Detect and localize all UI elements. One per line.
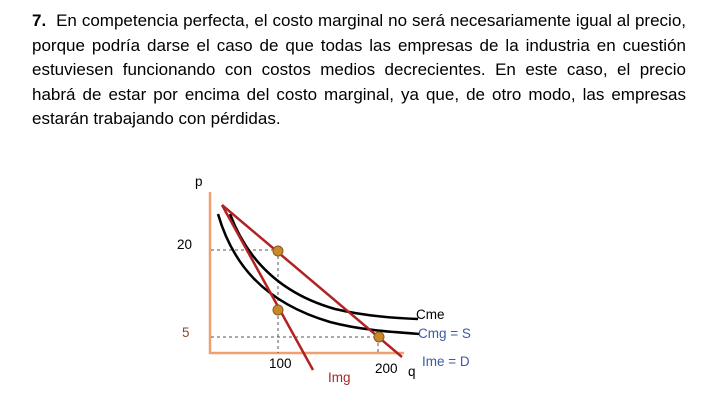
point-q100-p20 bbox=[272, 245, 284, 257]
cmg-curve bbox=[216, 213, 421, 336]
img-label: Img bbox=[328, 370, 351, 385]
cmg-s-label: Cmg = S bbox=[418, 326, 471, 341]
x-axis-label: q bbox=[408, 364, 416, 379]
point-q200-p5 bbox=[373, 331, 385, 343]
y-tick-20: 20 bbox=[177, 237, 193, 252]
problem-text: 7. En competencia perfecta, el costo mar… bbox=[32, 9, 686, 132]
x-tick-100: 100 bbox=[269, 356, 292, 371]
y-axis-label: p bbox=[195, 174, 203, 189]
problem-number: 7. bbox=[32, 11, 47, 30]
y-tick-5: 5 bbox=[182, 325, 190, 340]
img-line bbox=[220, 204, 315, 371]
cme-curve bbox=[228, 213, 419, 321]
cme-label: Cme bbox=[416, 307, 445, 322]
point-q100-p5 bbox=[272, 304, 284, 316]
x-tick-200: 200 bbox=[375, 361, 398, 376]
ime-d-label: Ime = D bbox=[422, 354, 470, 369]
ime-demand-line bbox=[221, 204, 403, 358]
problem-body: En competencia perfecta, el costo margin… bbox=[32, 11, 686, 128]
